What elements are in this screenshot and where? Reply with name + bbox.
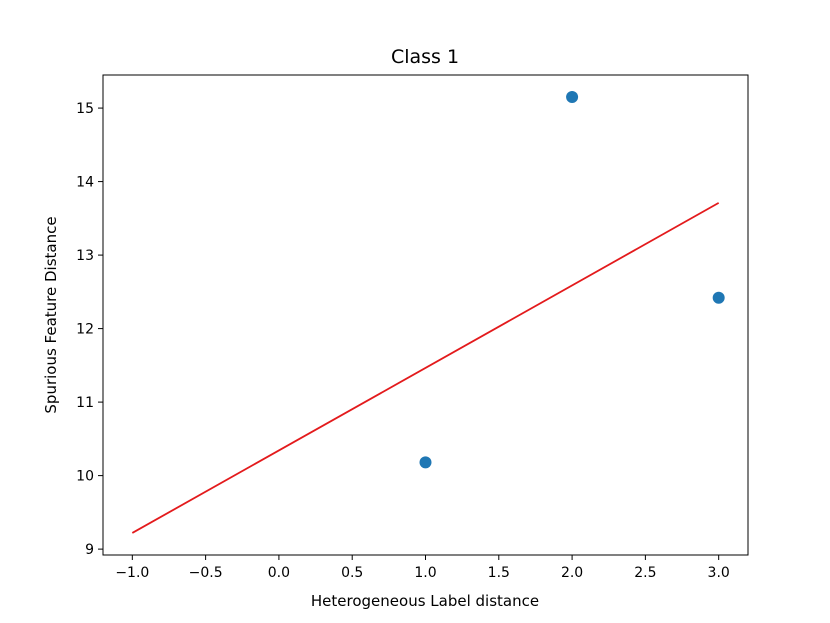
x-axis: −1.0 −0.5 0.0 0.5 1.0 1.5 2.0 2.5 3.0 xyxy=(115,555,730,581)
x-axis-label: Heterogeneous Label distance xyxy=(311,592,539,610)
x-tick-label: −0.5 xyxy=(189,565,223,581)
scatter-point xyxy=(419,456,432,469)
y-axis-label: Spurious Feature Distance xyxy=(42,216,60,413)
x-tick-label: 1.5 xyxy=(488,565,510,581)
y-tick-label: 12 xyxy=(76,322,94,338)
y-tick-label: 9 xyxy=(85,542,94,558)
x-tick-label: 2.0 xyxy=(561,565,583,581)
y-tick-label: 15 xyxy=(76,101,94,117)
x-tick-label: 0.5 xyxy=(341,565,363,581)
x-tick-label: 0.0 xyxy=(268,565,290,581)
y-tick-label: 14 xyxy=(76,175,94,191)
y-axis: 9 10 11 12 13 14 15 xyxy=(76,101,103,558)
scatter-point xyxy=(566,91,579,104)
regression-line xyxy=(131,202,720,534)
x-tick-label: 3.0 xyxy=(708,565,730,581)
y-tick-label: 10 xyxy=(76,469,94,485)
x-tick-label: 1.0 xyxy=(414,565,436,581)
x-tick-label: 2.5 xyxy=(634,565,656,581)
x-tick-label: −1.0 xyxy=(115,565,149,581)
y-tick-label: 13 xyxy=(76,248,94,264)
scatter-point xyxy=(712,291,725,304)
plot-frame xyxy=(102,74,749,556)
chart-title: Class 1 xyxy=(391,46,459,68)
plot-area xyxy=(131,91,725,534)
y-tick-label: 11 xyxy=(76,395,94,411)
